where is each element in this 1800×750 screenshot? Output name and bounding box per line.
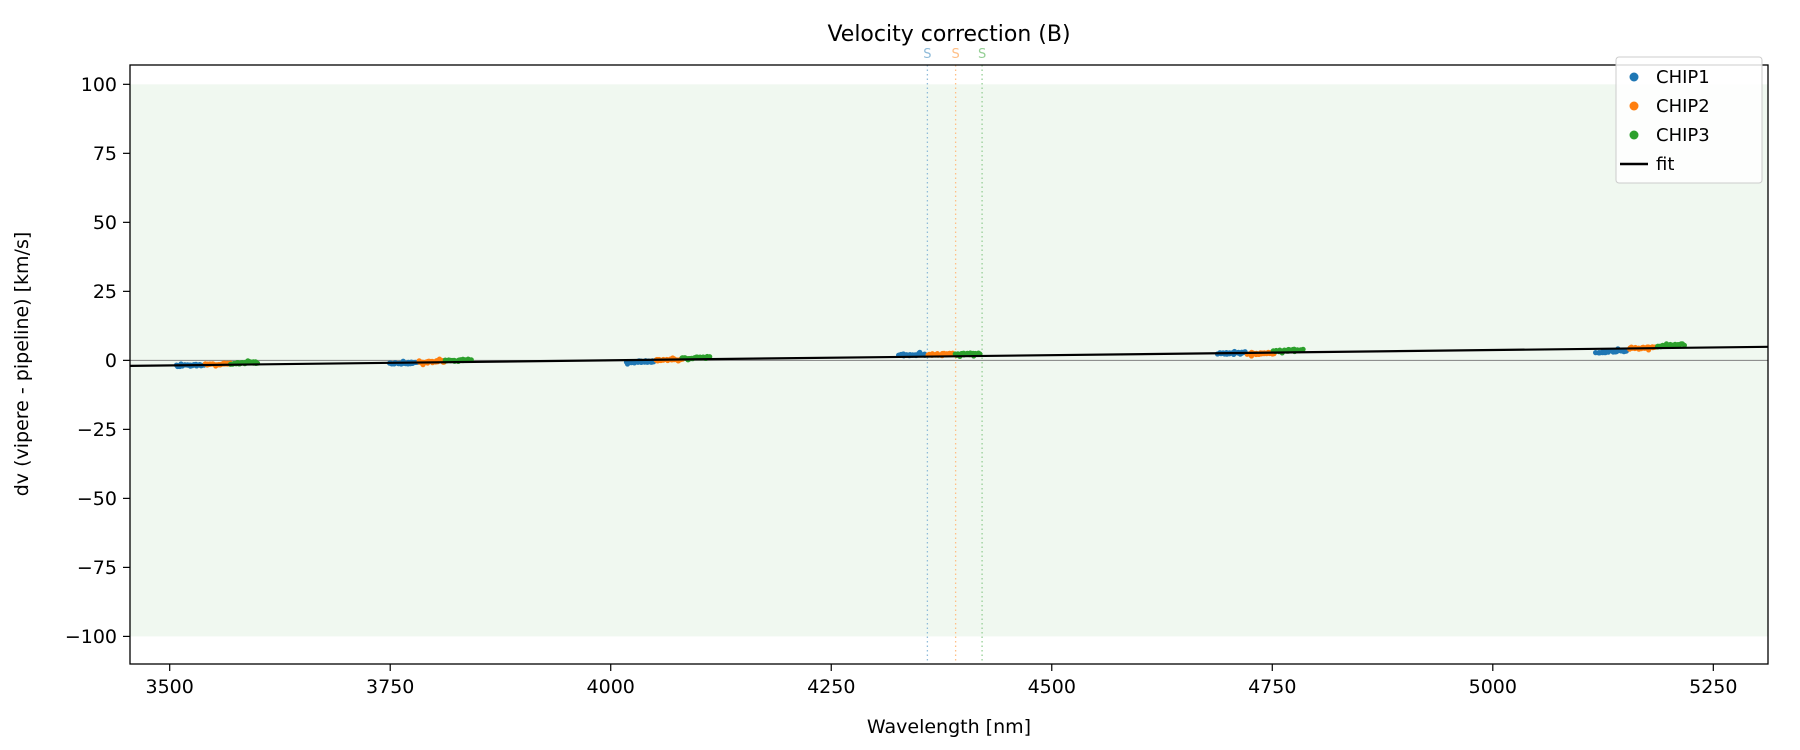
x-tick-label: 4500	[1028, 676, 1076, 698]
legend-marker-chip2	[1629, 101, 1639, 111]
axes-spines	[129, 64, 1769, 665]
y-tick-label: 50	[93, 212, 117, 234]
y-tick-label: −75	[77, 557, 117, 579]
marker-label: S	[951, 47, 959, 62]
marker-label: S	[923, 47, 931, 62]
axes-layer: 3500 3750 4000 4250 4500 4750 5000 5250 −100 −75 −…	[65, 64, 1769, 698]
x-axis-label: Wavelength [nm]	[867, 716, 1031, 738]
legend: CHIP1 CHIP2 CHIP3 fit	[1615, 56, 1763, 184]
x-tick-label: 3500	[146, 676, 194, 698]
y-axis-label: dv (vipere - pipeline) [km/s]	[11, 232, 33, 497]
legend-marker-chip1	[1629, 72, 1639, 82]
legend-label-chip2: CHIP2	[1656, 96, 1710, 117]
scatter-dot-chip3	[707, 354, 713, 360]
fit-layer	[129, 345, 1769, 367]
y-tick-label: 25	[93, 281, 117, 303]
legend-label-fit: fit	[1656, 154, 1674, 175]
legend-box	[1615, 56, 1763, 184]
fit-line	[129, 345, 1769, 367]
x-tick-label: 4750	[1248, 676, 1296, 698]
legend-marker-chip3	[1629, 130, 1639, 140]
x-tick-label: 5000	[1469, 676, 1517, 698]
y-tick-label: −25	[77, 419, 117, 441]
marker-label: S	[978, 47, 986, 62]
y-tick-label: 100	[81, 74, 117, 96]
chart-title: Velocity correction (B)	[827, 22, 1070, 47]
y-tick-label: −100	[65, 626, 117, 648]
x-tick-label: 4250	[807, 676, 855, 698]
x-tick-label: 5250	[1689, 676, 1737, 698]
legend-label-chip3: CHIP3	[1656, 125, 1710, 146]
y-tick-label: 75	[93, 143, 117, 165]
legend-label-chip1: CHIP1	[1656, 67, 1710, 88]
plot-background	[130, 84, 1768, 637]
scatter-dot-chip3	[1300, 346, 1306, 352]
scatter-dot-chip3	[1681, 342, 1687, 348]
x-tick-label: 4000	[587, 676, 635, 698]
x-tick-label: 3750	[366, 676, 414, 698]
y-tick-label: 0	[105, 350, 117, 372]
y-tick-label: −50	[77, 488, 117, 510]
